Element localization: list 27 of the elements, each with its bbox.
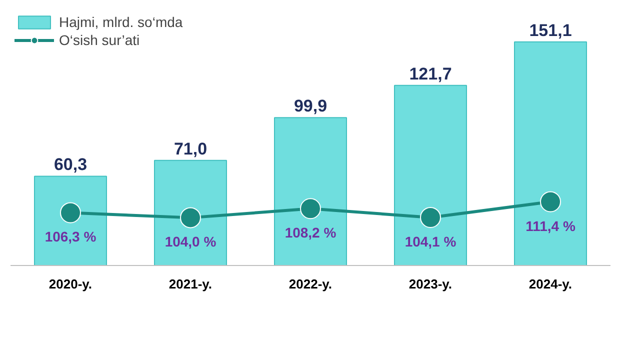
data-label: 60,3 [54, 155, 88, 174]
data-label: 71,0 [174, 139, 208, 158]
point [300, 198, 321, 220]
data-label: 108,2 % [284, 224, 337, 241]
x-tick-label: 2020-y. [48, 276, 92, 292]
data-label: 104,0 % [164, 234, 217, 250]
data-label: 106,3 % [44, 228, 97, 245]
bar [394, 84, 467, 266]
point [180, 207, 201, 228]
point [60, 202, 81, 224]
legend-label: O‘sish sur’ati [59, 32, 140, 48]
bar [154, 160, 227, 266]
data-label: 151,1 [529, 20, 572, 40]
data-label: 111,4 % [526, 218, 576, 234]
point [540, 191, 561, 212]
legend-label: Hajmi, mlrd. so‘mda [59, 14, 183, 30]
bar [514, 41, 587, 266]
bar [274, 117, 347, 266]
bar [34, 176, 107, 266]
x-tick-label: 2023-y. [408, 276, 452, 292]
x-tick-label: 2021-y. [168, 276, 212, 292]
data-label: 104,1 % [404, 233, 457, 250]
data-label: 99,9 [294, 96, 328, 116]
data-label: 121,7 [409, 64, 452, 84]
x-tick-label: 2024-y. [528, 276, 572, 292]
point [420, 206, 441, 228]
x-tick-label: 2022-y. [288, 276, 332, 292]
